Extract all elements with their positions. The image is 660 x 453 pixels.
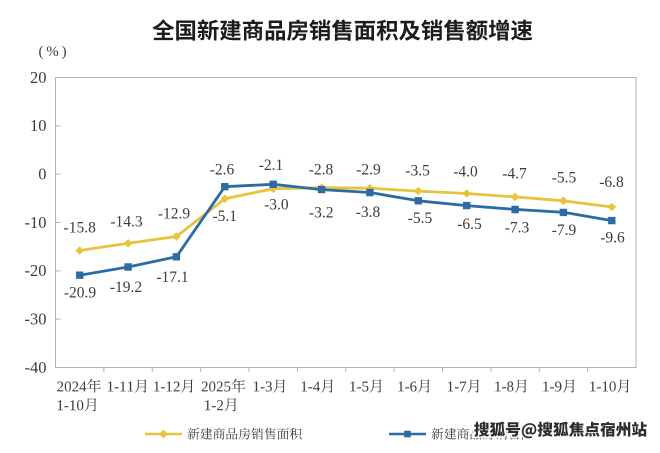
svg-text:-3.8: -3.8 [356,204,381,221]
svg-text:-3.0: -3.0 [264,197,289,214]
svg-text:-5.1: -5.1 [213,208,238,225]
svg-text:-7.3: -7.3 [505,220,530,237]
svg-text:-4.7: -4.7 [502,165,527,182]
svg-text:-5.5: -5.5 [408,210,433,227]
svg-text:-7.9: -7.9 [552,222,577,239]
svg-text:-10: -10 [25,213,47,232]
svg-text:-15.8: -15.8 [64,220,97,237]
svg-text:-2.9: -2.9 [356,161,381,178]
svg-text:(%): (%) [39,44,70,60]
svg-text:-19.2: -19.2 [110,279,142,296]
svg-text:-20: -20 [25,261,47,280]
svg-text:-2.6: -2.6 [210,161,235,178]
svg-text:-3.2: -3.2 [309,205,334,222]
svg-text:-9.6: -9.6 [600,229,625,246]
svg-text:-2.8: -2.8 [309,161,334,178]
svg-text:0: 0 [38,165,46,184]
svg-text:-5.5: -5.5 [552,170,577,187]
svg-text:-14.3: -14.3 [110,214,143,231]
svg-text:-17.1: -17.1 [156,269,188,286]
svg-text:-4.0: -4.0 [453,164,478,181]
svg-text:10: 10 [30,116,47,135]
svg-text:-3.5: -3.5 [405,162,430,179]
svg-text:20: 20 [30,68,47,87]
svg-text:-30: -30 [25,310,47,329]
svg-text:-12.9: -12.9 [158,206,191,223]
svg-text:-20.9: -20.9 [64,285,97,302]
svg-text:-6.8: -6.8 [599,174,624,191]
svg-text:-2.1: -2.1 [259,157,284,174]
svg-text:-6.5: -6.5 [457,216,482,233]
svg-text:-40: -40 [25,358,47,377]
